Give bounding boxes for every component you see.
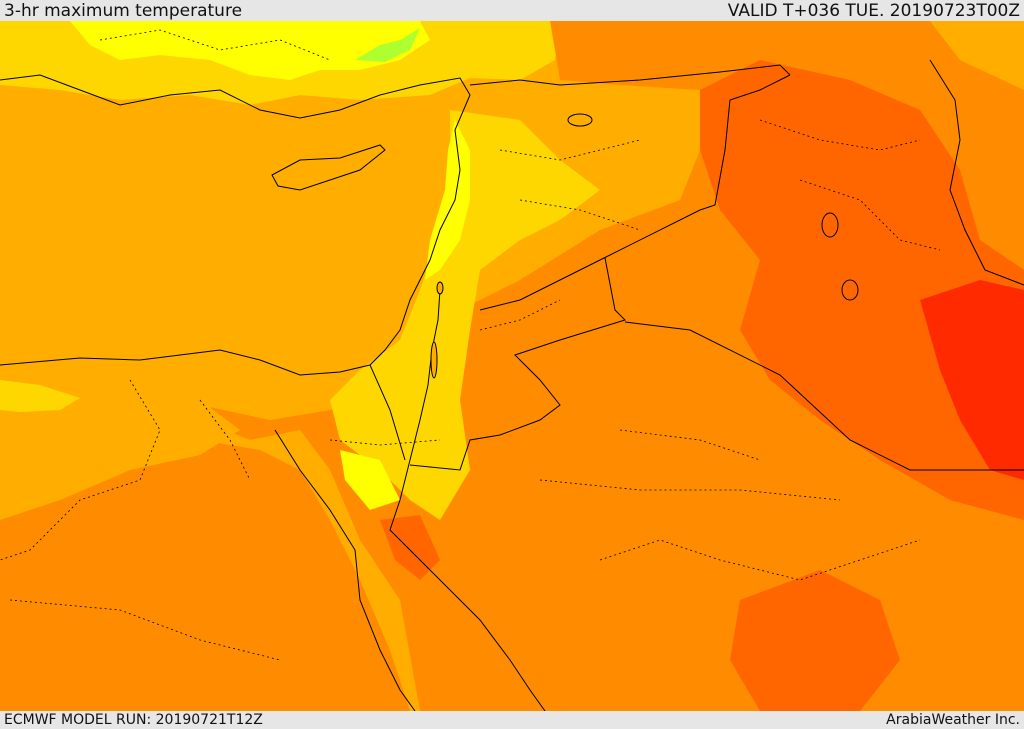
kuwait-hottest-zone [920,280,1024,480]
coastline-north [0,74,471,376]
cyprus-island [271,144,386,191]
dead-sea [430,341,438,379]
temperature-map [0,21,1024,711]
border-jordan-river [409,289,441,461]
razzaza-lake [841,279,859,301]
egypt-yellow-patch [0,380,80,412]
sinai-yellow [340,450,400,510]
credit-label: ArabiaWeather Inc. [886,712,1020,728]
map-title: 3-hr maximum temperature [4,0,243,21]
lake-assad [567,113,593,127]
turkey-yellow-zone [70,21,430,80]
model-run-label: ECMWF MODEL RUN: 20190721T12Z [4,712,263,728]
coastline-gulf-suez [274,429,416,711]
map-header: 3-hr maximum temperature VALID T+036 TUE… [0,0,1024,21]
border-turkey-syria [469,64,791,86]
coastline-gulf [929,59,1024,286]
border-jordan-saudi [409,257,626,471]
internal-boundaries [0,29,941,661]
map-footer: ECMWF MODEL RUN: 20190721T12Z ArabiaWeat… [0,711,1024,729]
lake-tiberias [436,281,444,295]
south-hot-patch [730,570,900,711]
green-spot [355,28,420,62]
red-sinai-tip [380,515,440,580]
iraq-hot-zone [700,60,1024,520]
coastline-gulf-aqaba [389,459,546,711]
egypt-warm-zone [0,440,410,711]
levant-cool-corridor [330,110,600,520]
border-iraq-iran [479,74,791,311]
temperature-map-svg [0,21,1024,711]
valid-time: VALID T+036 TUE. 20190723T00Z [727,0,1020,21]
border-saudi-iraq [624,321,1024,471]
tharthar-lake [821,212,839,238]
